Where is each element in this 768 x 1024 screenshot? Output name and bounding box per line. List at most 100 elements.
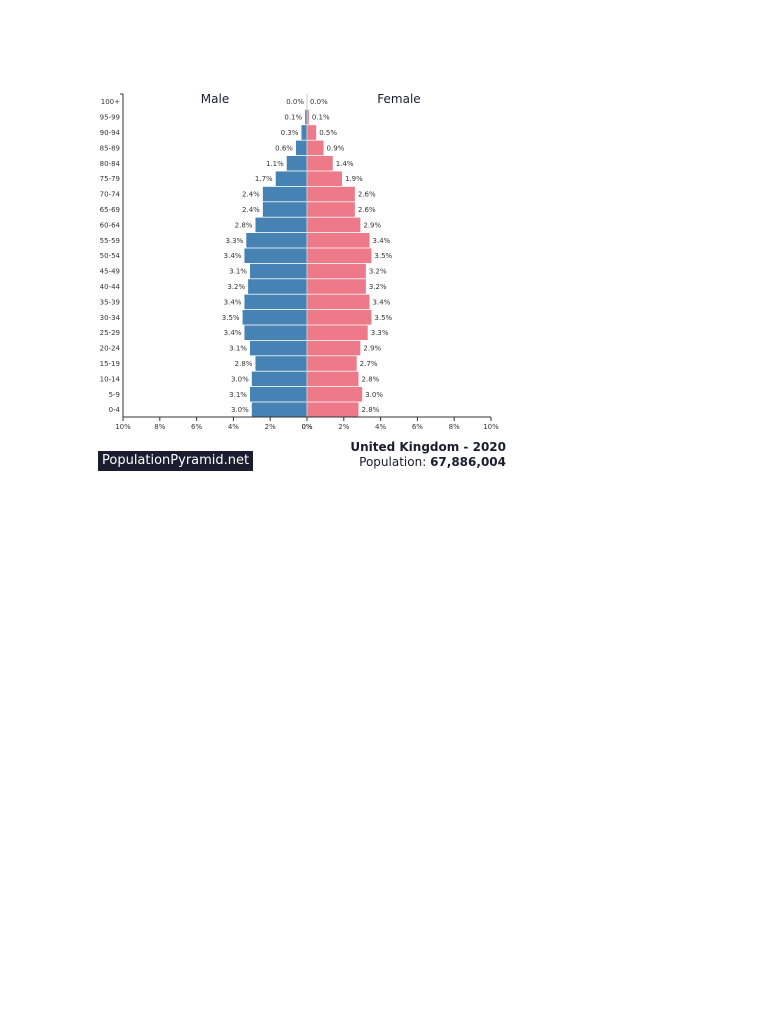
male-value-label: 3.5%: [222, 314, 240, 322]
age-label: 75-79: [100, 175, 120, 183]
male-value-label: 3.1%: [229, 391, 247, 399]
male-bar: [255, 217, 307, 233]
male-bar: [262, 186, 307, 202]
population-line: Population: 67,886,004: [350, 455, 506, 470]
age-label: 35-39: [100, 298, 120, 306]
male-value-label: 0.3%: [281, 129, 299, 137]
female-value-label: 2.9%: [363, 221, 381, 229]
female-bar: [307, 294, 370, 310]
female-bar: [307, 340, 361, 356]
age-label: 10-14: [100, 375, 121, 383]
male-bar: [305, 109, 307, 125]
age-label: 65-69: [100, 206, 120, 214]
age-label: 95-99: [100, 114, 120, 122]
x-tick-label: 4%: [375, 423, 386, 431]
female-value-label: 3.0%: [365, 391, 383, 399]
age-label: 100+: [101, 98, 120, 106]
male-value-label: 3.3%: [225, 237, 243, 245]
female-value-label: 3.5%: [374, 314, 392, 322]
female-bar: [307, 186, 355, 202]
age-label: 80-84: [100, 160, 121, 168]
x-tick-label: 6%: [191, 423, 202, 431]
female-value-label: 0.5%: [319, 129, 337, 137]
male-bar: [249, 387, 307, 402]
male-value-label: 2.8%: [235, 221, 253, 229]
age-label: 55-59: [100, 237, 120, 245]
age-label: 5-9: [109, 391, 120, 399]
age-label: 45-49: [100, 268, 120, 276]
x-tick-label: 0%: [301, 423, 312, 431]
female-value-label: 2.9%: [363, 345, 381, 353]
male-bar: [255, 356, 307, 371]
x-tick-label: 4%: [228, 423, 239, 431]
age-label: 90-94: [100, 129, 121, 137]
female-value-label: 3.5%: [374, 252, 392, 260]
female-bar: [307, 156, 333, 171]
age-label: 60-64: [100, 221, 121, 229]
age-label: 20-24: [100, 345, 121, 353]
male-value-label: 3.1%: [229, 268, 247, 276]
female-value-label: 2.7%: [360, 360, 378, 368]
male-value-label: 0.0%: [286, 98, 304, 106]
female-header: Female: [377, 92, 420, 106]
female-value-label: 2.8%: [362, 375, 380, 383]
age-label: 15-19: [100, 360, 120, 368]
male-bar: [246, 233, 307, 248]
female-value-label: 3.4%: [373, 298, 391, 306]
female-bar: [307, 109, 309, 125]
female-bar: [307, 202, 355, 217]
age-label: 30-34: [100, 314, 121, 322]
male-bar: [295, 140, 307, 156]
female-bar: [307, 371, 359, 387]
female-value-label: 3.3%: [371, 329, 389, 337]
age-label: 70-74: [100, 191, 121, 199]
female-bar: [307, 217, 361, 233]
female-bar: [307, 125, 317, 140]
male-value-label: 2.8%: [235, 360, 253, 368]
male-value-label: 3.2%: [227, 283, 245, 291]
population-label: Population:: [359, 455, 427, 469]
male-value-label: 0.1%: [284, 114, 302, 122]
male-bar: [251, 371, 307, 387]
age-label: 85-89: [100, 144, 120, 152]
female-bar: [307, 387, 363, 402]
x-tick-label: 8%: [154, 423, 165, 431]
male-value-label: 1.1%: [266, 160, 284, 168]
x-tick-label: 10%: [115, 423, 131, 431]
female-bar: [307, 356, 357, 371]
female-value-label: 2.8%: [362, 406, 380, 414]
female-bar: [307, 248, 372, 263]
female-value-label: 2.6%: [358, 206, 376, 214]
chart-caption: United Kingdom - 2020 Population: 67,886…: [350, 440, 506, 470]
male-value-label: 3.0%: [231, 375, 249, 383]
female-value-label: 3.2%: [369, 268, 387, 276]
male-value-label: 0.6%: [275, 144, 293, 152]
country-year-title: United Kingdom - 2020: [350, 440, 506, 454]
male-value-label: 2.4%: [242, 191, 260, 199]
female-bar: [307, 402, 359, 417]
male-bar: [262, 202, 307, 217]
age-label: 50-54: [100, 252, 121, 260]
female-value-label: 0.1%: [312, 114, 330, 122]
male-bar: [249, 340, 307, 356]
male-bar: [275, 171, 307, 186]
male-bar: [242, 310, 307, 325]
male-value-label: 2.4%: [242, 206, 260, 214]
male-value-label: 1.7%: [255, 175, 273, 183]
female-bar: [307, 325, 368, 340]
age-label: 0-4: [109, 406, 121, 414]
female-bar: [307, 310, 372, 325]
male-header: Male: [201, 92, 229, 106]
x-tick-label: 10%: [483, 423, 499, 431]
male-bar: [249, 263, 307, 279]
male-bar: [244, 294, 307, 310]
male-value-label: 3.0%: [231, 406, 249, 414]
male-value-label: 3.4%: [224, 329, 242, 337]
male-bar: [301, 125, 307, 140]
male-bar: [244, 248, 307, 263]
x-tick-label: 6%: [412, 423, 423, 431]
population-value: 67,886,004: [430, 455, 506, 469]
male-value-label: 3.4%: [224, 298, 242, 306]
female-bar: [307, 140, 324, 156]
male-bar: [244, 325, 307, 340]
